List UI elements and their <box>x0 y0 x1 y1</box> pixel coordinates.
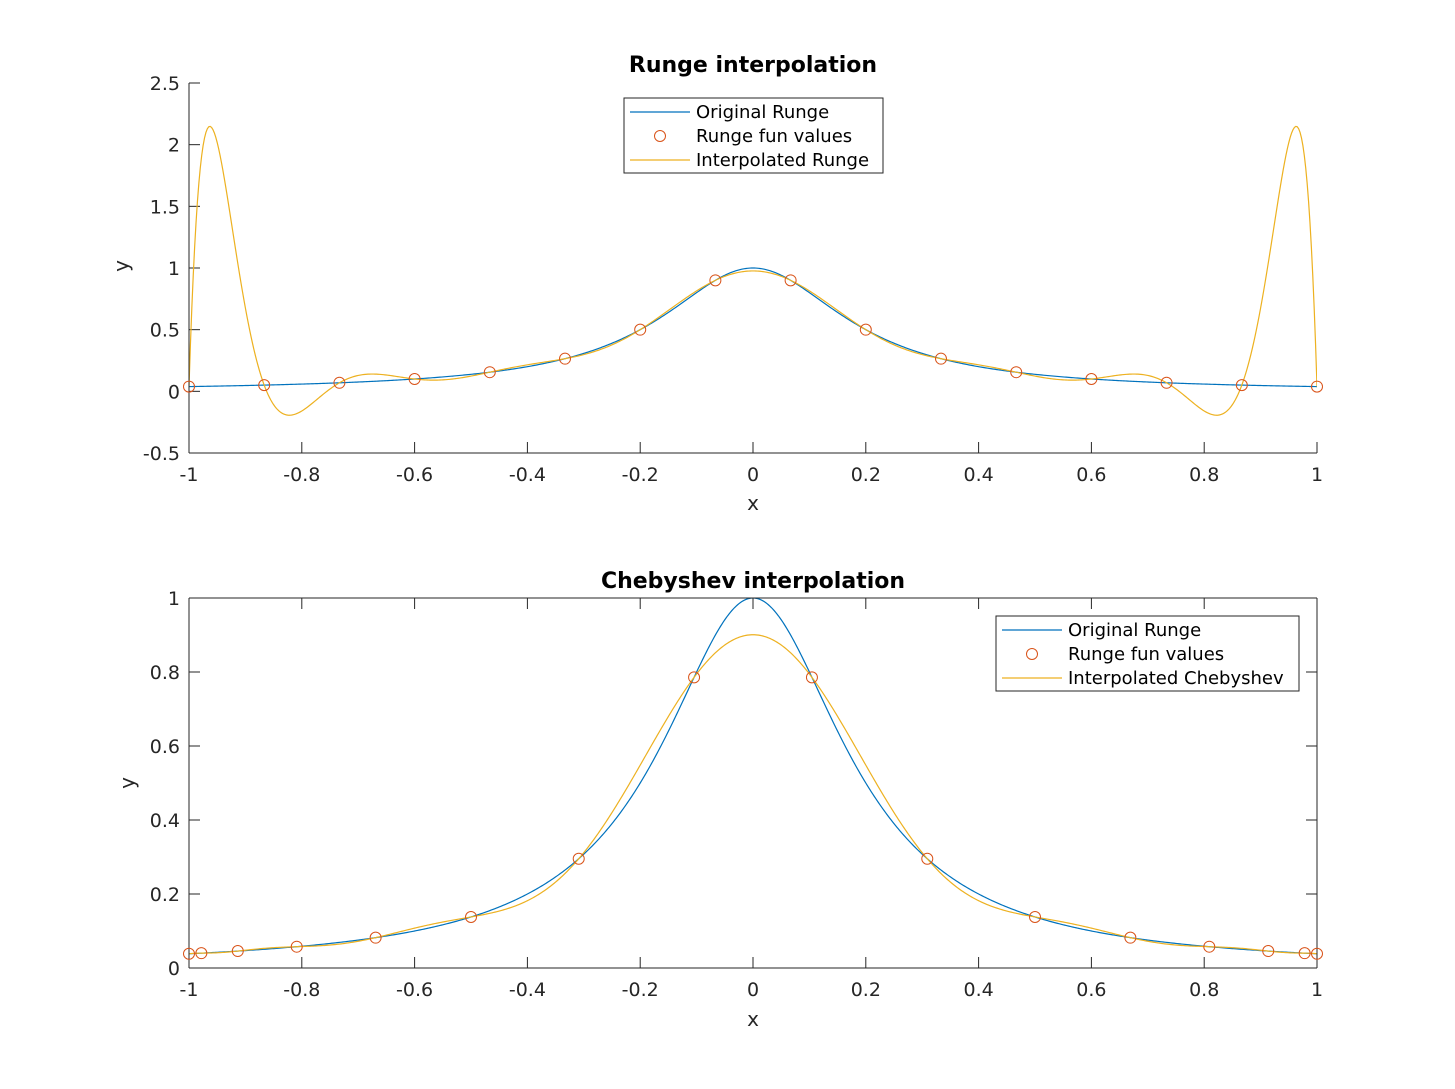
x-tick-label: 0 <box>747 464 759 486</box>
legend-label: Original Runge <box>1068 620 1201 641</box>
series-line <box>189 634 1317 955</box>
x-tick-label: 0.8 <box>1189 979 1219 1001</box>
x-axis-label: x <box>747 491 759 515</box>
legend-label: Interpolated Runge <box>696 150 869 171</box>
data-point <box>934 352 947 365</box>
chart-title: Chebyshev interpolation <box>601 569 905 594</box>
data-point <box>465 910 477 923</box>
data-point <box>195 947 208 960</box>
x-tick-label: 1 <box>1311 979 1323 1001</box>
x-tick-label: -0.2 <box>622 979 659 1001</box>
data-point <box>634 323 647 336</box>
y-tick-label: -0.5 <box>143 443 180 465</box>
y-tick-label: 0.6 <box>150 736 180 758</box>
x-tick-label: 0.6 <box>1076 979 1106 1001</box>
data-point <box>805 671 818 684</box>
data-point <box>1085 373 1098 385</box>
legend: Original Runge Runge fun values Interpolat… <box>623 97 884 174</box>
data-point <box>1029 910 1041 923</box>
x-tick-label: -0.8 <box>283 464 320 486</box>
data-point <box>1311 947 1323 960</box>
y-axis-label: y <box>115 777 139 789</box>
x-axis-label: x <box>747 1007 759 1031</box>
y-tick-label: 2.5 <box>150 73 180 95</box>
x-tick-label: 1 <box>1311 464 1323 486</box>
x-tick-label: -0.4 <box>509 979 546 1001</box>
x-tick-label: -0.2 <box>622 464 659 486</box>
y-tick-label: 0 <box>168 958 180 980</box>
x-tick-label: -0.6 <box>396 464 433 486</box>
series-layer <box>189 598 1317 955</box>
y-tick-label: 0.5 <box>150 320 180 342</box>
legend-label: Runge fun values <box>1068 644 1224 665</box>
data-point <box>333 376 346 389</box>
data-point <box>258 379 271 392</box>
x-tick-label: -1 <box>180 464 199 486</box>
data-point <box>369 931 382 944</box>
data-point <box>688 671 701 684</box>
y-tick-label: 0.4 <box>150 810 180 832</box>
chart-title: Runge interpolation <box>629 53 877 78</box>
data-point <box>559 352 572 365</box>
chebyshev-interpolation-axes: Chebyshev interpolation -1 -0.8 -0.6 -0.4 -0… <box>115 569 1323 1031</box>
x-tick-label: 0.4 <box>963 464 993 486</box>
legend-label: Runge fun values <box>696 126 852 147</box>
legend-marker <box>654 130 666 142</box>
x-tick-label: 0.6 <box>1076 464 1106 486</box>
x-tick-label: -1 <box>180 979 199 1001</box>
data-point <box>183 380 195 393</box>
y-tick-label: 1.5 <box>150 196 180 218</box>
x-tick-label: 0.8 <box>1189 464 1219 486</box>
legend-marker <box>1026 648 1038 660</box>
x-tick-label: 0.2 <box>851 464 881 486</box>
data-point <box>290 940 303 953</box>
data-point <box>1124 931 1137 944</box>
legend-label: Original Runge <box>696 102 829 123</box>
legend-label: Interpolated Chebyshev <box>1068 668 1284 689</box>
x-tick-label: 0 <box>747 979 759 1001</box>
data-point <box>1262 945 1275 958</box>
y-tick-label: 1 <box>168 588 180 610</box>
y-axis-label: y <box>109 260 133 272</box>
data-point <box>1311 380 1323 393</box>
data-point <box>1010 366 1023 379</box>
legend: Original Runge Runge fun values Interpolat… <box>995 615 1300 692</box>
data-point <box>572 852 585 865</box>
data-point <box>859 323 872 336</box>
data-point <box>1160 376 1173 389</box>
axis-lines <box>188 597 1318 969</box>
data-point <box>709 274 722 287</box>
tick-layer: -1 -0.8 -0.6 -0.4 -0.2 0 0.2 0.4 0.6 0.8 1 0 0.2 0.4 0… <box>150 588 1323 1001</box>
x-tick-label: -0.8 <box>283 979 320 1001</box>
data-point <box>921 852 934 865</box>
series-line <box>189 125 1317 416</box>
y-tick-label: 2 <box>168 135 180 157</box>
data-point <box>483 366 496 379</box>
axis-lines <box>188 83 1317 454</box>
series-line <box>189 267 1317 388</box>
y-tick-label: 0 <box>168 381 180 403</box>
y-tick-label: 0.2 <box>150 884 180 906</box>
data-point <box>1203 940 1216 953</box>
runge-interpolation-axes: Runge interpolation -1 -0.8 -0.6 -0.4 -0.2 0 0… <box>109 53 1323 515</box>
data-point <box>408 373 421 385</box>
data-point <box>784 274 797 287</box>
y-tick-label: 0.8 <box>150 662 180 684</box>
tick-layer: -1 -0.8 -0.6 -0.4 -0.2 0 0.2 0.4 0.6 0.8 1 -0.5 0 0.5… <box>143 73 1323 486</box>
x-tick-label: 0.2 <box>851 979 881 1001</box>
data-point <box>231 945 244 958</box>
x-tick-label: -0.4 <box>509 464 546 486</box>
x-tick-label: 0.4 <box>963 979 993 1001</box>
x-tick-label: -0.6 <box>396 979 433 1001</box>
data-point <box>183 947 195 960</box>
data-point <box>1298 947 1311 960</box>
series-layer <box>189 125 1317 416</box>
data-point <box>1235 379 1248 392</box>
y-tick-label: 1 <box>168 258 180 280</box>
